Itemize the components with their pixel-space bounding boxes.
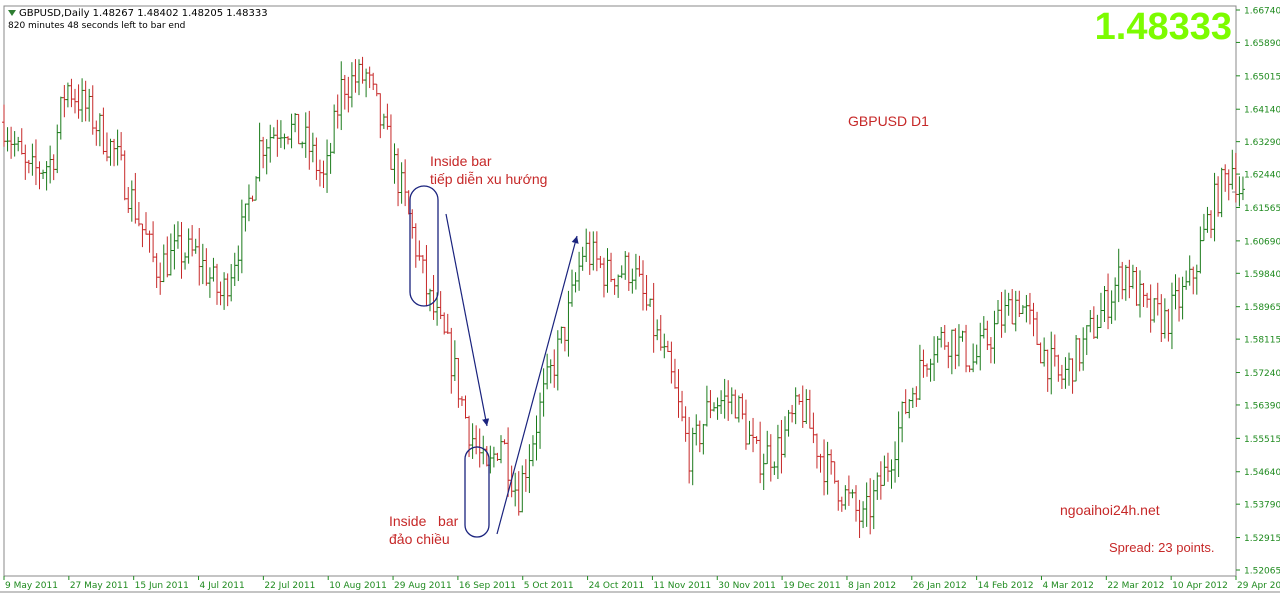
current-price: 1.48333 [1094,6,1232,48]
annotation-inside-bar-trend: Inside bar tiếp diễn xu hướng [430,153,548,187]
x-tick-label: 10 Aug 2011 [329,581,387,591]
collapse-triangle-icon[interactable] [8,10,16,16]
chart-title-label: GBPUSD D1 [848,113,929,129]
uptrend-arrow [496,235,579,535]
y-tick-label: 1.61565 [1244,204,1280,214]
y-tick-label: 1.62440 [1244,171,1280,181]
x-tick-label: 10 Apr 2012 [1172,581,1228,591]
spread-label: Spread: 23 points. [1109,540,1215,555]
x-tick-label: 26 Jan 2012 [913,581,967,591]
ohlc-header: GBPUSD,Daily 1.48267 1.48402 1.48205 1.4… [8,8,268,19]
y-tick-label: 1.60690 [1244,237,1280,247]
x-tick-label: 16 Sep 2011 [459,581,516,591]
x-tick-label: 4 Mar 2012 [1042,581,1093,591]
x-tick-label: 22 Mar 2012 [1107,581,1164,591]
x-tick-label: 24 Oct 2011 [589,581,645,591]
y-tick-label: 1.58115 [1244,336,1280,346]
x-tick-label: 11 Nov 2011 [653,581,711,591]
bar-countdown: 820 minutes 48 seconds left to bar end [8,21,186,31]
y-tick-label: 1.65890 [1244,39,1280,49]
y-tick-label: 1.53790 [1244,501,1280,511]
plot-area-frame [3,5,1237,577]
y-tick-label: 1.55515 [1244,435,1280,445]
x-tick-label: 4 Jul 2011 [200,581,245,591]
x-tick-label: 27 May 2011 [70,581,129,591]
x-tick-label: 15 Jun 2011 [135,581,189,591]
highlight-ellipse-trend [409,185,439,307]
x-tick-label: 5 Oct 2011 [524,581,574,591]
y-tick-label: 1.63290 [1244,138,1280,148]
y-tick-label: 1.56390 [1244,401,1280,411]
y-tick-label: 1.52065 [1244,567,1280,577]
x-tick-label: 19 Dec 2011 [783,581,841,591]
ohlc-bar [1237,176,1242,207]
y-tick-label: 1.59840 [1244,270,1280,280]
highlight-ellipse-reversal [464,446,490,538]
symbol-ohlc-text: GBPUSD,Daily 1.48267 1.48402 1.48205 1.4… [19,8,268,19]
downtrend-arrow [445,213,490,427]
y-tick-label: 1.64140 [1244,106,1280,116]
x-tick-label: 14 Feb 2012 [978,581,1034,591]
y-tick-label: 1.54640 [1244,468,1280,478]
x-tick-label: 29 Aug 2011 [394,581,452,591]
x-tick-label: 8 Jan 2012 [848,581,896,591]
y-tick-label: 1.57240 [1244,369,1280,379]
y-tick-label: 1.58965 [1244,303,1280,313]
y-tick-label: 1.66740 [1244,7,1280,17]
y-tick-label: 1.65015 [1244,72,1280,82]
x-tick-label: 29 Apr 2012 [1237,581,1280,591]
x-tick-label: 22 Jul 2011 [264,581,315,591]
ohlc-bar [1240,176,1245,201]
y-tick-label: 1.52915 [1244,534,1280,544]
annotation-inside-bar-reversal: Inside bar đảo chiều [389,513,459,547]
site-label: ngoaihoi24h.net [1060,502,1160,518]
x-tick-label: 9 May 2011 [5,581,58,591]
x-tick-label: 30 Nov 2011 [718,581,776,591]
